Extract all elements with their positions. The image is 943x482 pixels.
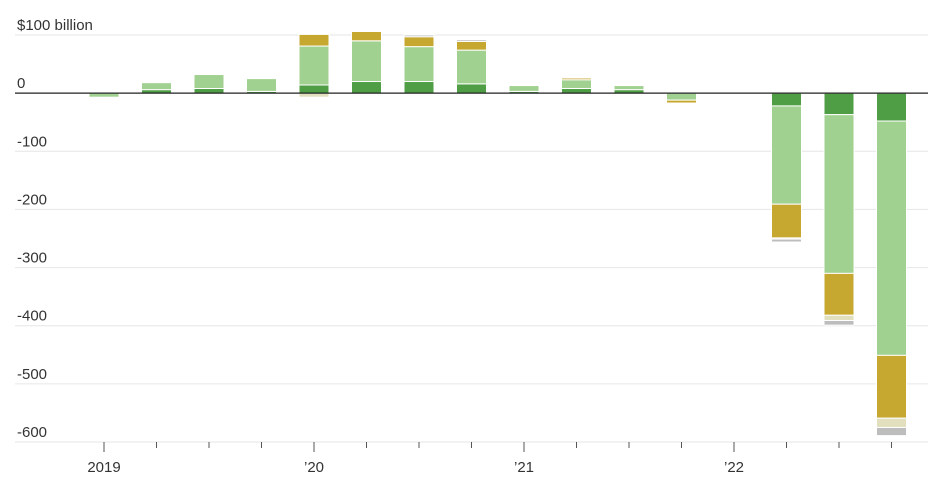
y-label-background xyxy=(15,190,48,208)
y-label-background xyxy=(15,132,48,150)
bar-segment xyxy=(561,77,592,81)
bar-segment xyxy=(298,33,330,47)
bar-segment xyxy=(561,87,592,94)
bar-segment xyxy=(823,319,855,326)
bar-segment xyxy=(403,46,435,83)
x-tick-label: ’22 xyxy=(724,459,744,476)
y-tick-label: -400 xyxy=(17,308,47,325)
x-tick-label: ’21 xyxy=(514,459,534,476)
bar-segment xyxy=(613,85,645,91)
bar-segment xyxy=(456,83,487,94)
bar-segment xyxy=(771,238,802,243)
bar-segment xyxy=(193,87,225,94)
bar-segment xyxy=(666,99,697,104)
y-label-background xyxy=(15,423,48,440)
x-axis: 2019 ’20 ’21 ’22 xyxy=(87,442,892,476)
bar-segment xyxy=(88,92,120,98)
bar-segment xyxy=(456,40,487,51)
bar-segment xyxy=(771,105,802,205)
bar-segment xyxy=(823,314,855,321)
bar-segment xyxy=(771,203,802,239)
bar-segment xyxy=(876,92,907,122)
bar-segment xyxy=(141,82,172,91)
y-tick-label: 0 xyxy=(17,75,25,92)
y-tick-label: -100 xyxy=(17,133,47,150)
bar-segment xyxy=(298,84,330,94)
bar-segment xyxy=(456,49,487,85)
x-tick-label: 2019 xyxy=(87,459,120,476)
bar-segment xyxy=(403,36,435,48)
bar-segment xyxy=(876,120,907,356)
y-tick-label: $100 billion xyxy=(17,17,93,34)
x-tick-label: ’20 xyxy=(304,459,324,476)
bar-segment xyxy=(351,40,382,83)
bars xyxy=(88,31,907,437)
y-tick-label: -500 xyxy=(17,366,47,383)
bar-segment xyxy=(771,92,802,107)
y-label-background xyxy=(15,16,114,33)
bar-segment xyxy=(351,81,382,94)
y-label-background xyxy=(15,306,48,324)
bar-segment xyxy=(561,79,592,89)
y-tick-label: -300 xyxy=(17,250,47,267)
bar-segment xyxy=(666,92,697,101)
y-axis-labels: $100 billion 0 -100 -200 -300 -400 -500 -600 xyxy=(15,16,114,441)
bar-segment xyxy=(876,354,907,419)
bar-segment xyxy=(823,272,855,316)
bar-segment xyxy=(298,45,330,86)
bar-segment xyxy=(193,74,225,89)
bar-segment xyxy=(246,78,277,92)
bar-segment xyxy=(403,81,435,94)
y-label-background xyxy=(15,74,24,92)
bar-segment xyxy=(823,92,855,116)
bar-segment xyxy=(298,92,330,98)
y-label-background xyxy=(15,364,48,382)
gridlines xyxy=(15,34,928,443)
bar-segment xyxy=(876,417,907,428)
bar-segment xyxy=(403,34,435,38)
y-tick-label: -200 xyxy=(17,191,47,208)
bar-segment xyxy=(351,31,382,42)
y-tick-label: -600 xyxy=(17,424,47,441)
y-label-background xyxy=(15,248,48,266)
bar-segment xyxy=(456,39,487,42)
bar-segment xyxy=(876,426,907,437)
bar-segment xyxy=(508,85,540,92)
bar-segment xyxy=(823,114,855,274)
